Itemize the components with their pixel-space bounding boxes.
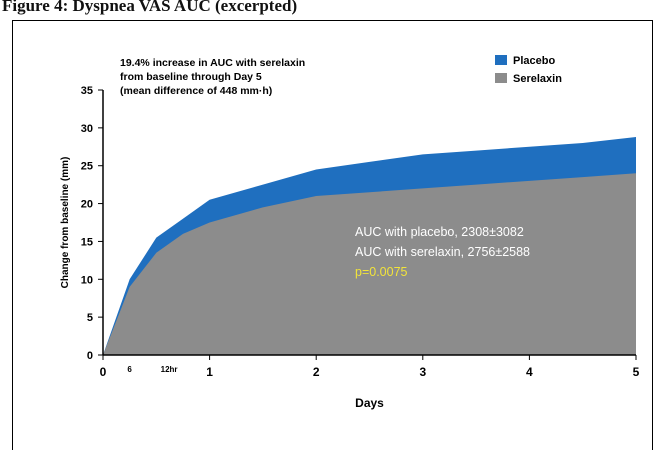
y-tick-label: 5 [87,312,93,324]
figure-frame [12,20,653,450]
y-tick-label: 0 [87,350,93,362]
y-tick-label: 15 [81,236,93,248]
legend-label-serelaxin: Serelaxin [513,73,562,85]
stats-text-line: AUC with serelaxin, 2756±2588 [355,245,530,259]
x-tick-label: 4 [526,365,533,379]
x-axis-label: Days [355,396,384,410]
y-tick-label: 20 [81,199,93,211]
x-extra-tick-label: 6 [127,365,132,374]
y-axis-label: Change from baseline (mm) [60,157,71,289]
legend-label-placebo: Placebo [513,55,555,67]
annotation-title-line: 19.4% increase in AUC with serelaxin [120,57,305,69]
y-tick-label: 25 [81,161,93,173]
x-extra-tick-label: 12hr [161,365,178,374]
stats-text-line: AUC with placebo, 2308±3082 [355,225,524,239]
y-tick-label: 30 [81,123,93,135]
x-tick-label: 0 [100,365,107,379]
x-tick-label: 2 [313,365,320,379]
y-tick-label: 35 [81,85,93,97]
y-tick-label: 10 [81,274,93,286]
area-serelaxin [103,173,636,355]
x-tick-label: 5 [633,365,640,379]
legend-swatch-placebo [495,55,507,65]
x-tick-label: 1 [206,365,213,379]
annotation-title-line: (mean difference of 448 mm·h) [120,85,272,97]
x-tick-label: 3 [419,365,426,379]
legend-swatch-serelaxin [495,73,507,83]
figure-caption: Figure 4: Dyspnea VAS AUC (excerpted) [2,0,298,15]
p-value-label: p=0.0075 [355,265,408,279]
annotation-title-line: from baseline through Day 5 [120,71,262,83]
